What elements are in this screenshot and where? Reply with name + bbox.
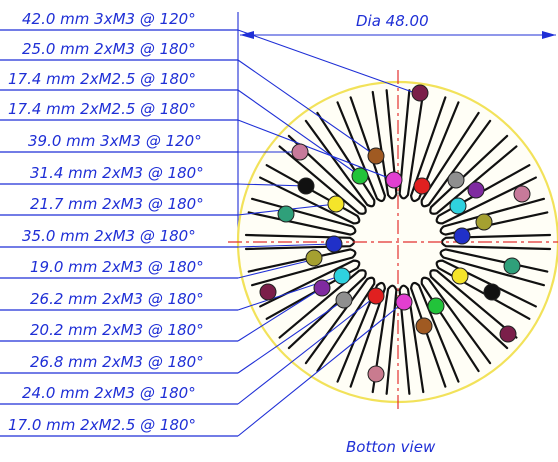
leader-line xyxy=(237,301,405,437)
leader-line xyxy=(237,59,377,157)
slot xyxy=(259,259,361,320)
spec-labels: 42.0 mm 3xM3 @ 120° 25.0 mm 2xM3 @ 180° 17… xyxy=(0,10,238,437)
mounting-hole xyxy=(395,293,413,311)
mounting-hole xyxy=(467,181,485,199)
mounting-hole xyxy=(327,195,345,213)
mounting-hole xyxy=(367,147,385,165)
slot xyxy=(420,111,492,208)
base-plate xyxy=(228,70,558,412)
slot xyxy=(371,89,398,200)
slot xyxy=(435,164,537,225)
mounting-hole xyxy=(413,177,431,195)
slot xyxy=(439,248,549,287)
leader-line xyxy=(237,183,307,187)
slot xyxy=(259,164,361,225)
mounting-hole xyxy=(297,177,315,195)
mounting-hole xyxy=(291,143,309,161)
mounting-hole xyxy=(503,257,521,275)
mounting-hole xyxy=(313,279,331,297)
mounting-hole xyxy=(325,235,343,253)
spec-label: 24.0 mm 2xM3 @ 180° xyxy=(22,384,196,402)
slot xyxy=(304,111,376,208)
mounting-hole xyxy=(451,267,469,285)
view-label: Botton view xyxy=(346,438,436,456)
mounting-hole xyxy=(335,291,353,309)
slot xyxy=(278,134,367,215)
spec-label: 42.0 mm 3xM3 @ 120° xyxy=(22,10,196,28)
leader-line xyxy=(237,295,377,405)
slot xyxy=(371,284,398,395)
mounting-hole xyxy=(333,267,351,285)
leader-line xyxy=(237,299,345,374)
mounting-hole xyxy=(385,171,403,189)
slot xyxy=(429,134,518,215)
slot xyxy=(304,276,376,373)
mounting-hole xyxy=(427,297,445,315)
spec-label: 39.0 mm 3xM3 @ 120° xyxy=(28,132,202,150)
slot xyxy=(420,276,492,373)
mounting-hole xyxy=(447,171,465,189)
mounting-hole xyxy=(367,287,385,305)
leader-line xyxy=(237,243,335,248)
dim-arrow-right xyxy=(542,31,556,39)
mounting-hole xyxy=(367,365,385,383)
mounting-hole xyxy=(483,283,501,301)
slot xyxy=(409,281,460,388)
slot xyxy=(429,269,518,350)
leader-line xyxy=(237,287,323,342)
mounting-hole xyxy=(259,283,277,301)
mounting-hole xyxy=(475,213,493,231)
mounting-hole xyxy=(499,325,517,343)
slots xyxy=(244,89,552,395)
slot xyxy=(398,284,425,395)
mounting-hole xyxy=(411,84,429,102)
slot xyxy=(247,248,357,287)
dim-arrow-left xyxy=(240,31,254,39)
leader-lines xyxy=(237,29,419,437)
mounting-hole xyxy=(351,167,369,185)
spec-label: 31.4 mm 2xM3 @ 180° xyxy=(30,164,204,182)
mounting-holes xyxy=(259,84,531,383)
spec-label: 17.4 mm 2xM2.5 @ 180° xyxy=(8,100,196,118)
spec-label: 17.0 mm 2xM2.5 @ 180° xyxy=(8,416,196,434)
mounting-hole xyxy=(513,185,531,203)
slot xyxy=(336,96,387,203)
spec-label: 17.4 mm 2xM2.5 @ 180° xyxy=(8,70,196,88)
leader-line xyxy=(237,29,419,95)
mounting-hole xyxy=(449,197,467,215)
leader-line xyxy=(237,259,313,279)
slot xyxy=(435,259,537,320)
slot xyxy=(247,197,357,236)
spec-label: 26.2 mm 2xM3 @ 180° xyxy=(30,290,204,308)
spec-label: 35.0 mm 2xM3 @ 180° xyxy=(22,227,196,245)
slot xyxy=(336,281,387,388)
slot xyxy=(398,89,425,200)
diameter-label: Dia 48.00 xyxy=(356,12,429,30)
slot xyxy=(409,96,460,203)
mounting-hole xyxy=(277,205,295,223)
mounting-hole xyxy=(453,227,471,245)
mounting-hole xyxy=(305,249,323,267)
spec-label: 20.2 mm 2xM3 @ 180° xyxy=(30,321,204,339)
spec-label: 25.0 mm 2xM3 @ 180° xyxy=(22,40,196,58)
mounting-hole xyxy=(415,317,433,335)
spec-label: 26.8 mm 2xM3 @ 180° xyxy=(30,353,204,371)
leader-line xyxy=(237,89,361,177)
diameter-dimension: Dia 48.00 xyxy=(237,12,556,240)
spec-label: 21.7 mm 2xM3 @ 180° xyxy=(30,195,204,213)
slot xyxy=(439,197,549,236)
spec-label: 19.0 mm 2xM3 @ 180° xyxy=(30,258,204,276)
slot xyxy=(278,269,367,350)
leader-line xyxy=(237,119,395,181)
